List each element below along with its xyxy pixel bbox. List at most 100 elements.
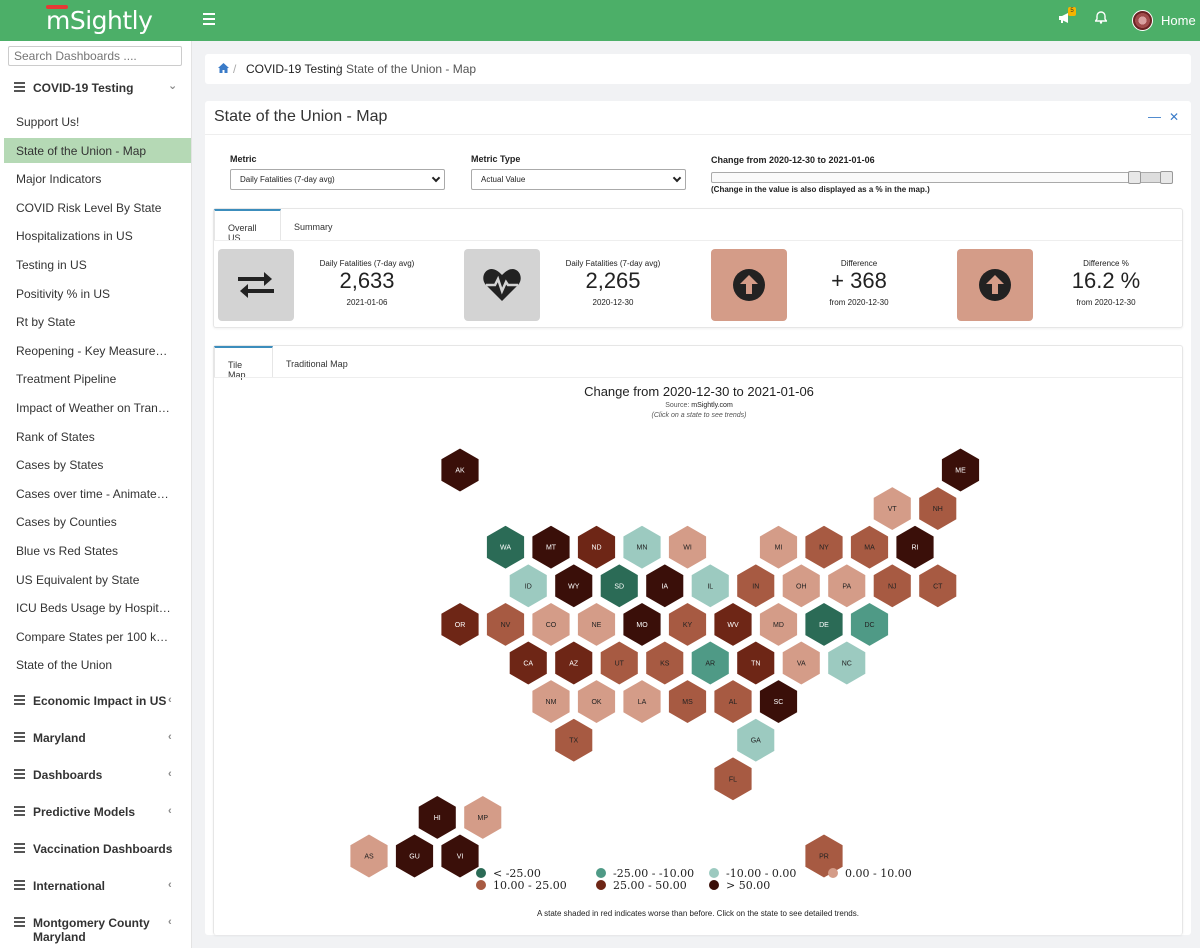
state-hex[interactable]	[576, 679, 617, 725]
state-hex[interactable]	[713, 756, 753, 802]
state-hex[interactable]	[622, 679, 662, 725]
tab-summary[interactable]: Summary	[294, 222, 333, 232]
state-hex[interactable]	[440, 447, 480, 493]
state-tile-oh[interactable]: OH	[781, 563, 821, 609]
state-tile-hi[interactable]: HI	[417, 794, 457, 840]
metric-type-select[interactable]: Actual Value	[471, 169, 686, 190]
state-tile-ky[interactable]: KY	[667, 601, 708, 647]
sidebar-item[interactable]: Rank of States	[16, 429, 95, 444]
tab-traditional-map[interactable]: Traditional Map	[286, 359, 348, 369]
state-hex[interactable]	[576, 524, 617, 570]
user-avatar[interactable]	[1132, 10, 1153, 31]
state-tile-ct[interactable]: CT	[918, 563, 958, 609]
sidebar-item[interactable]: Impact of Weather on Transmission	[16, 401, 171, 415]
state-tile-mn[interactable]: MN	[622, 524, 662, 570]
state-hex[interactable]	[758, 679, 799, 725]
state-hex[interactable]	[849, 524, 890, 570]
state-tile-ny[interactable]: NY	[804, 524, 844, 570]
state-hex[interactable]	[849, 601, 890, 647]
sidebar-item[interactable]: State of the Union - Map	[4, 137, 191, 163]
state-tile-in[interactable]: IN	[736, 563, 776, 609]
sidebar-item[interactable]: Support Us!	[16, 115, 80, 129]
sidebar-item[interactable]: ICU Beds Usage by Hospitals	[16, 601, 171, 616]
sidebar-section[interactable]: Dashboards ‹	[0, 760, 191, 790]
state-tile-ia[interactable]: IA	[645, 563, 685, 609]
slider-start-handle[interactable]	[1128, 171, 1141, 184]
state-tile-pr[interactable]: PR	[804, 833, 844, 879]
megaphone-icon[interactable]	[1058, 11, 1071, 27]
state-hex[interactable]	[440, 833, 480, 879]
menu-toggle-icon[interactable]	[203, 13, 215, 25]
state-hex[interactable]	[895, 524, 935, 570]
state-hex[interactable]	[667, 601, 708, 647]
state-hex[interactable]	[918, 563, 958, 609]
sidebar-item[interactable]: Cases by Counties	[16, 515, 117, 530]
tab-tile-map[interactable]: Tile Map	[214, 346, 273, 380]
sidebar-item[interactable]: Compare States per 100 k population	[16, 629, 171, 644]
state-hex[interactable]	[667, 679, 708, 725]
state-hex[interactable]	[394, 833, 435, 879]
state-hex[interactable]	[827, 563, 867, 609]
state-tile-gu[interactable]: GU	[394, 833, 435, 879]
state-tile-va[interactable]: VA	[781, 640, 821, 686]
state-hex[interactable]	[554, 640, 594, 686]
state-tile-ca[interactable]: CA	[508, 640, 548, 686]
state-tile-vt[interactable]: VT	[872, 486, 912, 532]
state-hex[interactable]	[781, 640, 821, 686]
state-hex[interactable]	[417, 794, 457, 840]
state-tile-ri[interactable]: RI	[895, 524, 935, 570]
state-tile-ut[interactable]: UT	[599, 640, 639, 686]
slider-end-handle[interactable]	[1160, 171, 1173, 184]
state-tile-md[interactable]: MD	[758, 601, 799, 647]
state-hex[interactable]	[758, 601, 799, 647]
state-tile-me[interactable]: ME	[940, 447, 981, 493]
state-tile-ms[interactable]: MS	[667, 679, 708, 725]
state-tile-ma[interactable]: MA	[849, 524, 890, 570]
state-hex[interactable]	[918, 486, 958, 532]
state-tile-nh[interactable]: NH	[918, 486, 958, 532]
state-hex[interactable]	[599, 640, 639, 686]
state-tile-mt[interactable]: MT	[531, 524, 571, 570]
state-tile-nd[interactable]: ND	[576, 524, 617, 570]
state-hex[interactable]	[736, 717, 776, 763]
state-tile-mp[interactable]: MP	[463, 794, 503, 840]
state-hex[interactable]	[645, 563, 685, 609]
state-tile-ks[interactable]: KS	[645, 640, 685, 686]
sidebar-item[interactable]: Testing in US	[16, 258, 87, 272]
state-hex[interactable]	[690, 563, 730, 609]
state-hex[interactable]	[713, 679, 753, 725]
state-hex[interactable]	[804, 524, 844, 570]
state-hex[interactable]	[758, 524, 799, 570]
state-hex[interactable]	[645, 640, 685, 686]
state-hex[interactable]	[622, 601, 662, 647]
state-hex[interactable]	[940, 447, 981, 493]
state-tile-tn[interactable]: TN	[736, 640, 776, 686]
state-hex[interactable]	[872, 486, 912, 532]
state-tile-pa[interactable]: PA	[827, 563, 867, 609]
state-tile-ar[interactable]: AR	[690, 640, 730, 686]
state-tile-co[interactable]: CO	[531, 601, 571, 647]
sidebar-item[interactable]: COVID Risk Level By State	[16, 200, 162, 215]
state-hex[interactable]	[531, 524, 571, 570]
state-hex[interactable]	[531, 679, 571, 725]
home-link[interactable]: Home	[1161, 13, 1196, 28]
sidebar-item[interactable]: Major Indicators	[16, 172, 102, 187]
state-hex[interactable]	[440, 601, 480, 647]
state-hex[interactable]	[690, 640, 730, 686]
state-tile-ne[interactable]: NE	[576, 601, 617, 647]
sidebar-item[interactable]: Reopening - Key Measures by ..	[16, 343, 171, 358]
tab-overall-us[interactable]: Overall US	[214, 209, 281, 243]
sidebar-section[interactable]: Vaccination Dashboards ‹	[0, 834, 191, 864]
state-hex[interactable]	[554, 563, 594, 609]
state-hex[interactable]	[736, 563, 776, 609]
state-hex[interactable]	[463, 794, 503, 840]
minimize-icon[interactable]: —	[1148, 109, 1161, 124]
state-tile-la[interactable]: LA	[622, 679, 662, 725]
bell-icon[interactable]	[1094, 11, 1108, 27]
breadcrumb-parent-link[interactable]: COVID-19 Testing	[246, 62, 343, 76]
state-tile-de[interactable]: DE	[804, 601, 844, 647]
sidebar-item[interactable]: State of the Union	[16, 658, 113, 673]
state-tile-fl[interactable]: FL	[713, 756, 753, 802]
state-hex[interactable]	[667, 524, 708, 570]
state-hex[interactable]	[554, 717, 594, 763]
